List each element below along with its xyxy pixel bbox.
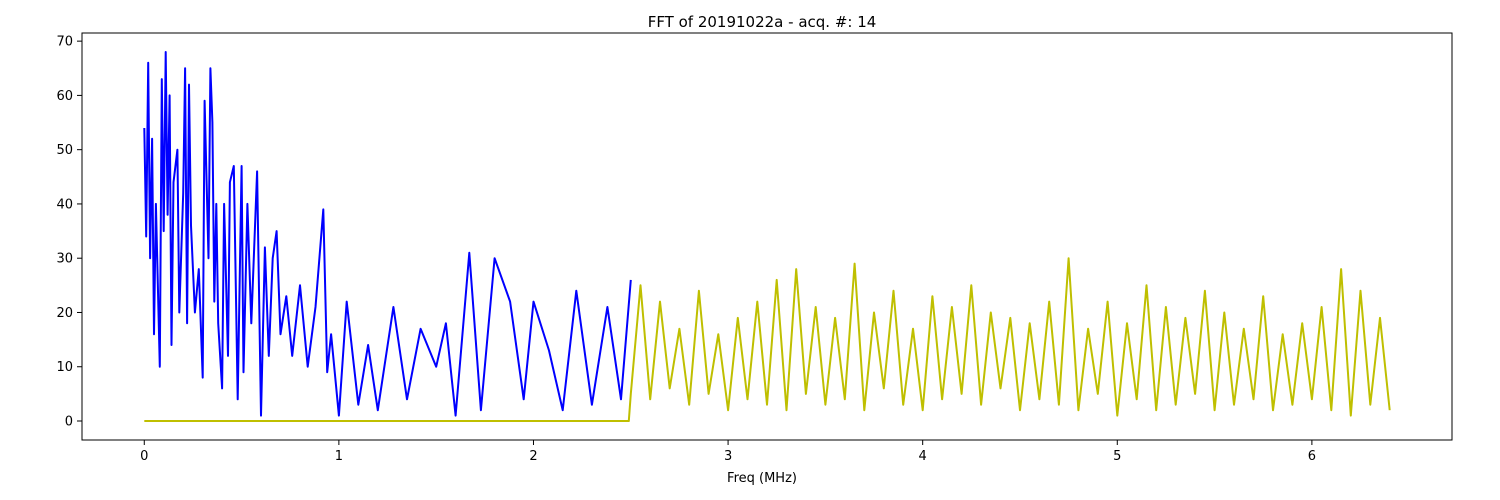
y-tick-label: 30: [56, 252, 73, 267]
series-line-0: [143, 51, 632, 417]
y-tick-label: 40: [56, 197, 73, 212]
y-tick-label: 20: [56, 306, 73, 321]
axes-frame: [81, 32, 1453, 441]
y-tick-label: 60: [56, 89, 73, 104]
y-tick-label: 10: [56, 360, 73, 375]
x-tick-label: 5: [1113, 449, 1121, 464]
y-axis: 0 10 20 30 40 50 60 70: [56, 35, 82, 430]
series-line-1: [144, 257, 1391, 422]
x-axis: 0 1 2 3 4 5 6: [140, 440, 1316, 464]
x-axis-label: Freq (MHz): [727, 471, 797, 486]
x-tick-label: 0: [140, 449, 148, 464]
y-tick-label: 50: [56, 143, 73, 158]
chart-title: FFT of 20191022a - acq. #: 14: [648, 13, 877, 31]
x-tick-label: 1: [335, 449, 343, 464]
plot-area: [143, 51, 1391, 422]
x-tick-label: 2: [529, 449, 537, 464]
x-tick-label: 6: [1308, 449, 1316, 464]
x-tick-label: 4: [919, 449, 927, 464]
x-tick-label: 3: [724, 449, 732, 464]
y-tick-label: 70: [56, 35, 73, 50]
y-tick-label: 0: [65, 415, 73, 430]
